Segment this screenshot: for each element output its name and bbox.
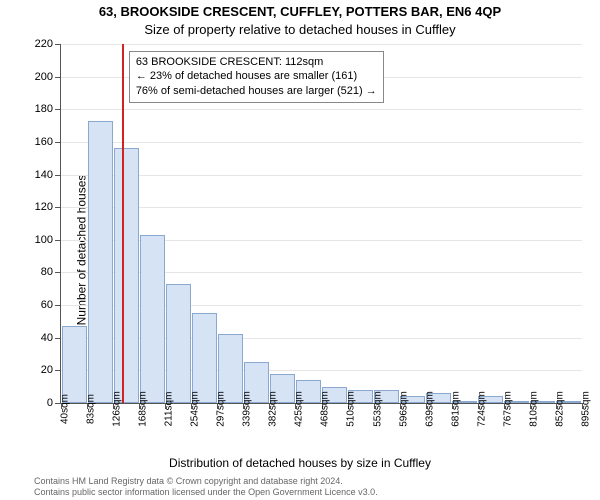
x-tick-label: 40sqm bbox=[59, 394, 70, 424]
attribution-line-1: Contains HM Land Registry data © Crown c… bbox=[34, 476, 600, 487]
x-tick-label: 211sqm bbox=[164, 392, 175, 427]
gridline bbox=[61, 44, 582, 45]
gridline bbox=[61, 109, 582, 110]
x-tick-label: 852sqm bbox=[554, 391, 565, 427]
y-tick-label: 120 bbox=[35, 201, 53, 213]
histogram-bar bbox=[166, 284, 191, 403]
histogram-bar bbox=[192, 313, 217, 403]
y-tick bbox=[55, 207, 61, 208]
y-tick-label: 80 bbox=[41, 266, 53, 278]
y-tick bbox=[55, 142, 61, 143]
info-box-line-1: 63 BROOKSIDE CRESCENT: 112sqm bbox=[136, 55, 377, 70]
y-tick-label: 60 bbox=[41, 299, 53, 311]
y-tick bbox=[55, 109, 61, 110]
gridline bbox=[61, 207, 582, 208]
info-box-line-2: ← 23% of detached houses are smaller (16… bbox=[136, 69, 377, 84]
title-line-2: Size of property relative to detached ho… bbox=[0, 22, 600, 37]
y-tick bbox=[55, 305, 61, 306]
x-tick-label: 83sqm bbox=[85, 394, 96, 424]
y-tick bbox=[55, 175, 61, 176]
y-tick-label: 40 bbox=[41, 332, 53, 344]
x-axis-label: Distribution of detached houses by size … bbox=[0, 456, 600, 470]
x-tick-label: 724sqm bbox=[476, 391, 487, 427]
y-tick-label: 180 bbox=[35, 103, 53, 115]
y-tick-label: 200 bbox=[35, 71, 53, 83]
histogram-bar bbox=[114, 148, 139, 403]
property-marker-line bbox=[122, 44, 124, 403]
y-tick-label: 0 bbox=[47, 397, 53, 409]
x-tick-label: 895sqm bbox=[580, 391, 591, 427]
x-tick-label: 126sqm bbox=[112, 391, 123, 427]
y-tick-label: 160 bbox=[35, 136, 53, 148]
histogram-bar bbox=[62, 326, 87, 403]
y-tick bbox=[55, 272, 61, 273]
chart-root: 63, BROOKSIDE CRESCENT, CUFFLEY, POTTERS… bbox=[0, 0, 600, 500]
x-tick-label: 553sqm bbox=[372, 391, 383, 427]
gridline bbox=[61, 142, 582, 143]
x-tick-label: 767sqm bbox=[502, 391, 513, 427]
y-tick bbox=[55, 338, 61, 339]
x-tick-label: 596sqm bbox=[398, 391, 409, 427]
x-tick-label: 810sqm bbox=[528, 391, 539, 427]
x-tick-label: 339sqm bbox=[242, 391, 253, 427]
histogram-bar bbox=[88, 121, 113, 403]
info-box-line-3: 76% of semi-detached houses are larger (… bbox=[136, 84, 377, 99]
x-tick-label: 639sqm bbox=[424, 391, 435, 427]
y-tick bbox=[55, 370, 61, 371]
y-tick-label: 140 bbox=[35, 169, 53, 181]
x-tick-label: 297sqm bbox=[216, 391, 227, 427]
gridline bbox=[61, 175, 582, 176]
y-tick-label: 220 bbox=[35, 38, 53, 50]
x-tick-label: 254sqm bbox=[190, 391, 201, 427]
x-tick-label: 425sqm bbox=[294, 391, 305, 427]
info-box: 63 BROOKSIDE CRESCENT: 112sqm← 23% of de… bbox=[129, 51, 384, 104]
plot-area: 02040608010012014016018020022040sqm83sqm… bbox=[60, 44, 582, 404]
y-tick bbox=[55, 77, 61, 78]
x-tick-label: 510sqm bbox=[346, 391, 357, 427]
title-line-1: 63, BROOKSIDE CRESCENT, CUFFLEY, POTTERS… bbox=[0, 4, 600, 19]
attribution-line-2: Contains public sector information licen… bbox=[34, 487, 600, 498]
attribution-text: Contains HM Land Registry data © Crown c… bbox=[0, 476, 600, 498]
x-tick-label: 681sqm bbox=[450, 391, 461, 427]
y-tick bbox=[55, 44, 61, 45]
y-tick-label: 20 bbox=[41, 364, 53, 376]
histogram-bar bbox=[140, 235, 165, 403]
y-tick bbox=[55, 240, 61, 241]
x-tick-label: 468sqm bbox=[320, 391, 331, 427]
x-tick-label: 168sqm bbox=[138, 391, 149, 427]
y-tick-label: 100 bbox=[35, 234, 53, 246]
x-tick-label: 382sqm bbox=[268, 391, 279, 427]
